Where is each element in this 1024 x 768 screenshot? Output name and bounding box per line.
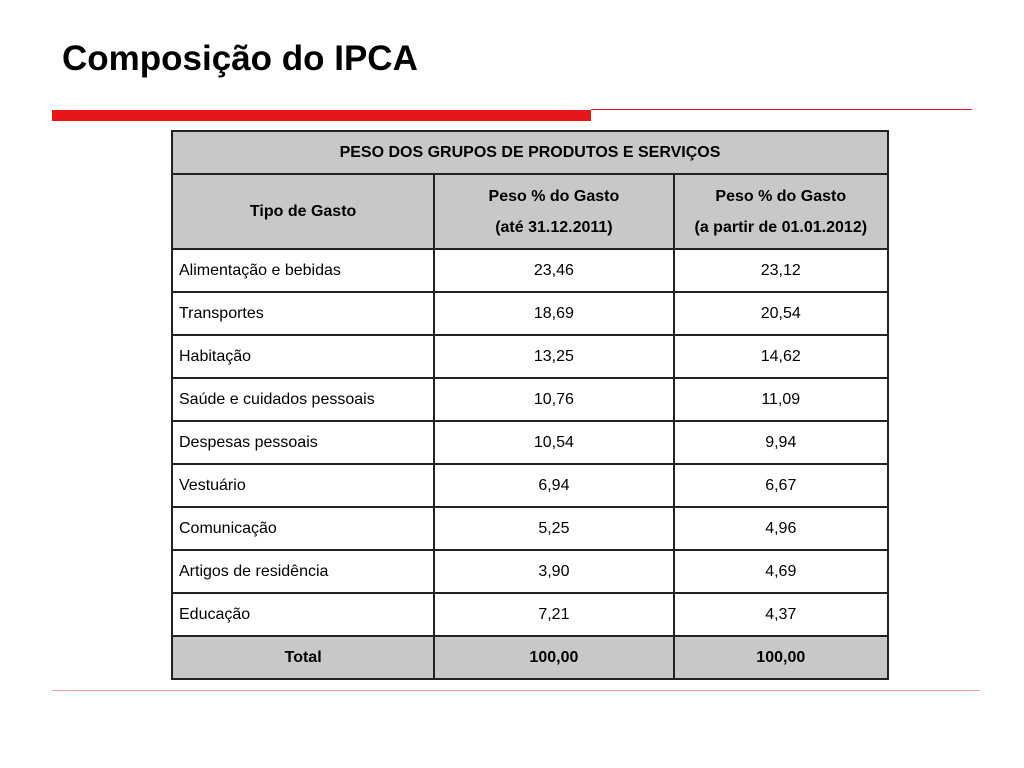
table-row: Saúde e cuidados pessoais 10,76 11,09	[170, 377, 890, 422]
total-2012: 100,00	[672, 635, 890, 680]
table-caption-row: PESO DOS GRUPOS DE PRODUTOS E SERVIÇOS	[171, 130, 889, 175]
value-2011: 10,54	[433, 420, 675, 465]
row-label: Comunicação	[170, 506, 436, 551]
table-row: Alimentação e bebidas 23,46 23,12	[170, 248, 890, 293]
value-2012: 4,96	[672, 506, 890, 551]
value-2012: 6,67	[672, 463, 890, 508]
row-label: Artigos de residência	[170, 549, 436, 594]
row-label: Habitação	[170, 334, 436, 379]
title-underline-accent	[52, 110, 591, 121]
value-2011: 5,25	[433, 506, 675, 551]
row-label: Transportes	[170, 291, 436, 336]
value-2011: 7,21	[433, 592, 675, 637]
header-peso-2012-line1: Peso % do Gasto	[715, 187, 847, 205]
row-label: Vestuário	[170, 463, 436, 508]
table-row: Educação 7,21 4,37	[170, 592, 890, 637]
table-row: Vestuário 6,94 6,67	[170, 463, 890, 508]
table-row: Transportes 18,69 20,54	[170, 291, 890, 336]
table-caption: PESO DOS GRUPOS DE PRODUTOS E SERVIÇOS	[171, 130, 889, 175]
value-2012: 23,12	[672, 248, 890, 293]
table-header-row: Tipo de Gasto Peso % do Gasto (até 31.12…	[170, 173, 890, 250]
table-row: Despesas pessoais 10,54 9,94	[170, 420, 890, 465]
value-2012: 9,94	[672, 420, 890, 465]
value-2011: 6,94	[433, 463, 675, 508]
header-peso-2012-line2: (a partir de 01.01.2012)	[694, 218, 868, 236]
header-peso-2012: Peso % do Gasto (a partir de 01.01.2012)	[672, 173, 890, 250]
row-label: Despesas pessoais	[170, 420, 436, 465]
value-2012: 14,62	[672, 334, 890, 379]
value-2011: 10,76	[433, 377, 675, 422]
header-peso-2011-line2: (até 31.12.2011)	[495, 218, 613, 236]
footer-divider	[52, 690, 980, 691]
value-2012: 20,54	[672, 291, 890, 336]
table-row: Artigos de residência 3,90 4,69	[170, 549, 890, 594]
row-label: Alimentação e bebidas	[170, 248, 436, 293]
table-row: Comunicação 5,25 4,96	[170, 506, 890, 551]
slide-title: Composição do IPCA	[62, 39, 418, 78]
value-2012: 11,09	[672, 377, 890, 422]
header-peso-2011: Peso % do Gasto (até 31.12.2011)	[433, 173, 675, 250]
table-total-row: Total 100,00 100,00	[170, 635, 890, 680]
row-label: Educação	[170, 592, 436, 637]
total-label: Total	[170, 635, 436, 680]
value-2012: 4,69	[672, 549, 890, 594]
value-2011: 13,25	[433, 334, 675, 379]
value-2012: 4,37	[672, 592, 890, 637]
table-row: Habitação 13,25 14,62	[170, 334, 890, 379]
title-underline-thin	[591, 109, 972, 110]
row-label: Saúde e cuidados pessoais	[170, 377, 436, 422]
value-2011: 3,90	[433, 549, 675, 594]
total-2011: 100,00	[433, 635, 675, 680]
value-2011: 23,46	[433, 248, 675, 293]
value-2011: 18,69	[433, 291, 675, 336]
ipca-weights-table: PESO DOS GRUPOS DE PRODUTOS E SERVIÇOS T…	[170, 130, 890, 680]
header-peso-2011-line1: Peso % do Gasto	[488, 187, 620, 205]
header-tipo-de-gasto: Tipo de Gasto	[170, 173, 436, 250]
